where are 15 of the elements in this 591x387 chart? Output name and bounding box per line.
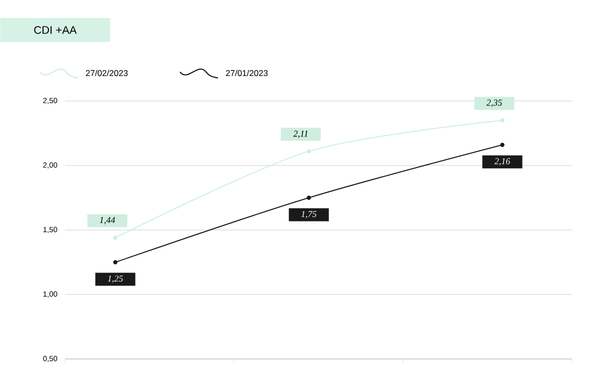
point xyxy=(306,196,311,200)
legend-label: 27/01/2023 xyxy=(226,70,268,76)
data-label: 1,44 xyxy=(100,217,115,224)
chart-title: CDI +AA xyxy=(34,26,77,34)
data-label: 2,35 xyxy=(486,100,502,108)
data-label: 2,16 xyxy=(494,158,510,166)
data-label: 1,75 xyxy=(301,211,316,218)
legend-label: 27/02/2023 xyxy=(86,70,128,76)
point xyxy=(306,149,311,154)
point xyxy=(113,260,118,264)
point xyxy=(500,142,504,147)
data-label: 2,11 xyxy=(293,130,308,138)
point xyxy=(500,118,504,122)
point xyxy=(113,236,118,240)
data-label: 1,25 xyxy=(108,276,123,283)
